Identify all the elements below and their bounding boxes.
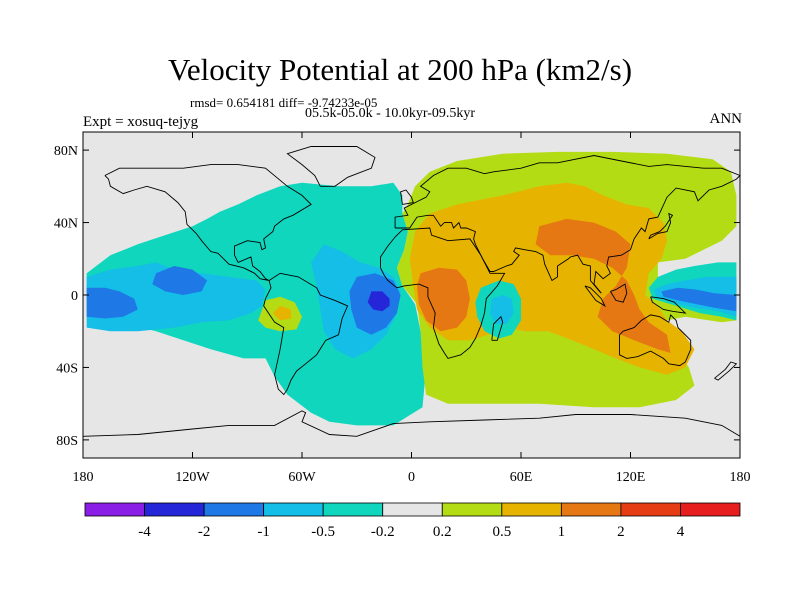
coastline-africa — [380, 227, 506, 359]
coastline-greenland — [286, 146, 376, 187]
colorbar-swatch — [322, 502, 384, 517]
colorbar-level-label: -0.5 — [311, 524, 335, 540]
coastline-new-zealand — [714, 361, 738, 381]
colorbar-level-label: -1 — [257, 524, 270, 540]
chart-title: Velocity Potential at 200 hPa (km2/s) — [167, 52, 633, 87]
colorbar-level-label: 4 — [677, 524, 685, 540]
colorbar-swatch — [203, 502, 265, 517]
season-label: ANN — [709, 111, 743, 127]
stats-line: rmsd= 0.654181 diff= -9.74233e-05 — [190, 95, 378, 110]
colorbar-level-label: 0.2 — [433, 524, 452, 540]
colorbar-swatch — [620, 502, 681, 517]
coastline-south-america — [263, 272, 349, 396]
lon-tick-label: 180 — [730, 470, 751, 485]
lat-tick-label: 80N — [54, 144, 78, 159]
colorbar-level-label: 2 — [617, 524, 625, 540]
contour-fill-africa-one — [417, 267, 470, 332]
colorbar-swatch — [441, 502, 503, 517]
lon-tick-label: 0 — [408, 470, 415, 485]
colorbar: -4 -2 -1 -0.5 -0.2 0.2 0.5 1 2 4 — [84, 502, 741, 540]
colorbar-swatch — [382, 502, 443, 517]
lon-tick-label: 180 — [73, 470, 94, 485]
colorbar-swatch — [144, 502, 205, 517]
coastline-antarctica — [82, 410, 741, 437]
coastline-borneo — [610, 283, 628, 303]
colorbar-swatch — [263, 502, 324, 517]
colorbar-level-label: -4 — [138, 524, 151, 540]
contour-fill-south-asia-one — [535, 218, 671, 353]
lat-tick-label: 0 — [71, 289, 78, 304]
colorbar-level-label: -2 — [198, 524, 211, 540]
contour-fill-indian-ocean-minus-half — [490, 295, 514, 324]
lon-tick-label: 120E — [616, 470, 646, 485]
lon-tick-label: 60E — [510, 470, 533, 485]
coastline-madagascar — [491, 315, 504, 341]
axes: 80N 40N 0 40S 80S 180 120W 60W 0 60E 120E 180 — [54, 131, 751, 485]
contour-fill-west-pacific-minus-one — [86, 287, 138, 319]
coastline-new-guinea — [650, 296, 687, 314]
plot-area — [83, 132, 740, 458]
colorbar-level-label: -0.2 — [371, 524, 395, 540]
experiment-label: Expt = xosuq-tejyg — [83, 114, 199, 130]
colorbar-swatch — [84, 502, 145, 517]
contour-fill-equatorial-pacific-minus-half — [86, 262, 266, 332]
contour-fill-atlantic-minus-two — [367, 291, 390, 312]
coastline-north-america — [104, 164, 312, 281]
contour-fill-west-pacific-minus-one — [661, 287, 737, 312]
lat-tick-label: 80S — [56, 434, 78, 449]
colorbar-level-label: 1 — [558, 524, 566, 540]
coastline-eurasia — [394, 155, 741, 294]
lat-tick-label: 40N — [54, 217, 78, 232]
time-span-label: 05.5k-05.0k - 10.0kyr-09.5kyr — [305, 106, 476, 121]
lon-tick-label: 120W — [175, 470, 210, 485]
colorbar-swatch — [680, 502, 741, 517]
coastline-uk — [400, 189, 414, 205]
colorbar-level-label: 0.5 — [492, 524, 511, 540]
lon-tick-label: 60W — [288, 470, 316, 485]
lat-tick-label: 40S — [56, 361, 78, 376]
coastlines — [82, 146, 741, 437]
coastline-australia — [619, 314, 692, 367]
colorbar-swatch — [501, 502, 562, 517]
coastline-sumatra — [584, 285, 606, 308]
contour-fill-south-america-half — [272, 305, 291, 321]
colorbar-swatch — [560, 502, 622, 517]
coastline-japan — [648, 212, 674, 240]
contour-fill-central-pacific-minus-one — [152, 266, 208, 295]
